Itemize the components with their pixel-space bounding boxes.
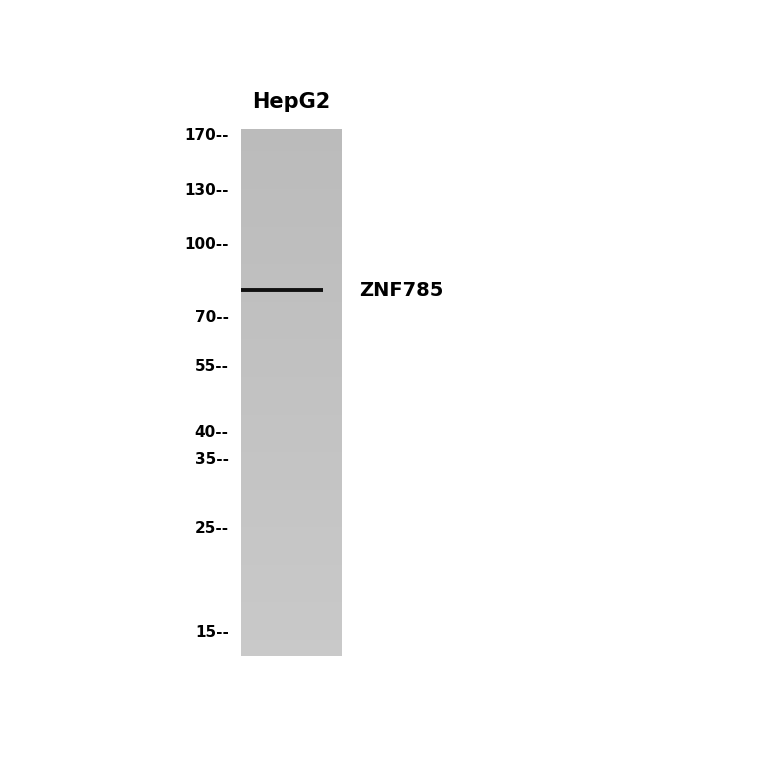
Text: HepG2: HepG2 bbox=[252, 92, 330, 112]
Text: 25--: 25-- bbox=[195, 521, 228, 536]
Text: ZNF785: ZNF785 bbox=[359, 280, 443, 299]
Text: 35--: 35-- bbox=[195, 452, 228, 467]
Text: 15--: 15-- bbox=[195, 626, 228, 640]
Text: 100--: 100-- bbox=[184, 237, 228, 252]
Text: 40--: 40-- bbox=[195, 425, 228, 439]
Text: 55--: 55-- bbox=[195, 359, 228, 374]
Text: 130--: 130-- bbox=[184, 183, 228, 198]
Text: 170--: 170-- bbox=[184, 128, 228, 144]
Text: 70--: 70-- bbox=[195, 310, 228, 325]
